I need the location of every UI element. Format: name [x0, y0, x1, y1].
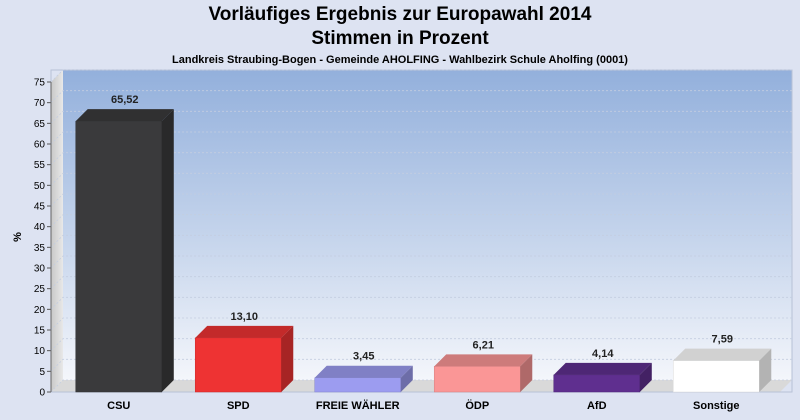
gridline: [50, 90, 792, 103]
gridline: [50, 110, 792, 124]
y-tick-label: 45: [34, 202, 46, 213]
bar: [314, 377, 402, 393]
bar-side: [161, 109, 174, 393]
bar-top: [434, 354, 533, 367]
y-tick-label: 15: [34, 326, 46, 337]
y-tick-label: 55: [34, 160, 46, 171]
gridline: [50, 358, 792, 372]
y-tick-label: 40: [34, 222, 46, 233]
plot-side-wall: [51, 70, 63, 392]
plot-back-wall: [63, 70, 792, 380]
y-tick-label: 70: [34, 98, 46, 109]
bar: [194, 337, 282, 393]
bar-top: [314, 365, 413, 378]
y-tick-label: 75: [34, 78, 46, 89]
gridline: [50, 379, 792, 393]
bar-top: [75, 109, 174, 122]
x-tick-label: SPD: [227, 400, 250, 412]
chart-title: Vorläufiges Ergebnis zur Europawahl 2014: [208, 4, 592, 25]
y-tick-label: 20: [34, 305, 46, 316]
x-tick-label: AfD: [587, 400, 607, 412]
data-label: 13,10: [230, 311, 258, 323]
gridline: [50, 152, 792, 165]
gridline: [50, 296, 792, 310]
y-tick-label: 60: [34, 140, 46, 151]
chart-subtitle: Stimmen in Prozent: [311, 28, 489, 49]
data-label: 4,14: [592, 348, 614, 360]
x-tick-label: FREIE WÄHLER: [316, 399, 400, 412]
gridline: [50, 214, 792, 227]
bar: [433, 366, 521, 393]
bar-top: [195, 325, 294, 338]
gridline: [50, 172, 792, 186]
gridline: [50, 69, 792, 83]
bar-side: [759, 348, 772, 392]
bar-side: [400, 365, 413, 392]
bar-top: [553, 362, 652, 375]
gridline: [50, 255, 792, 269]
gridline: [50, 317, 792, 331]
y-tick-label: 35: [34, 243, 46, 254]
gridline: [50, 131, 792, 145]
labels-group: % 65,52 CSU 13,10 SPD 3,45 FREIE WÄHLER 6,21 ÖDP…: [12, 94, 739, 412]
y-tick-label: 50: [34, 181, 46, 192]
x-tick-label: Sonstige: [693, 400, 739, 412]
y-axis-label: %: [12, 232, 24, 242]
bar-side: [520, 354, 533, 392]
bar: [75, 120, 163, 393]
gridline: [50, 234, 792, 248]
y-tick-label: 65: [34, 119, 46, 130]
bar-side: [281, 325, 294, 392]
gridline: [50, 193, 792, 207]
gridline: [50, 276, 792, 289]
y-tick-label: 5: [39, 367, 45, 378]
gridline: [50, 338, 792, 351]
data-label: 6,21: [473, 339, 494, 351]
bar: [553, 374, 641, 393]
y-tick-label: 25: [34, 284, 46, 295]
y-tick-label: 30: [34, 264, 46, 275]
data-label: 65,52: [111, 94, 139, 106]
bar-side: [639, 362, 652, 392]
y-tick-label: 10: [34, 346, 46, 357]
gridlines: 0 5 10 15 20 25 30 35 40 45 50 55 60 65 70 75: [34, 69, 792, 399]
data-label: 7,59: [712, 334, 733, 346]
chart-caption: Landkreis Straubing-Bogen - Gemeinde AHO…: [172, 54, 628, 66]
y-tick-label: 0: [39, 388, 45, 399]
bar: [672, 360, 760, 393]
x-tick-label: ÖDP: [465, 399, 489, 412]
bar-top: [673, 348, 772, 361]
bars-group: [75, 109, 772, 393]
x-tick-label: CSU: [107, 400, 130, 412]
data-label: 3,45: [353, 351, 374, 363]
